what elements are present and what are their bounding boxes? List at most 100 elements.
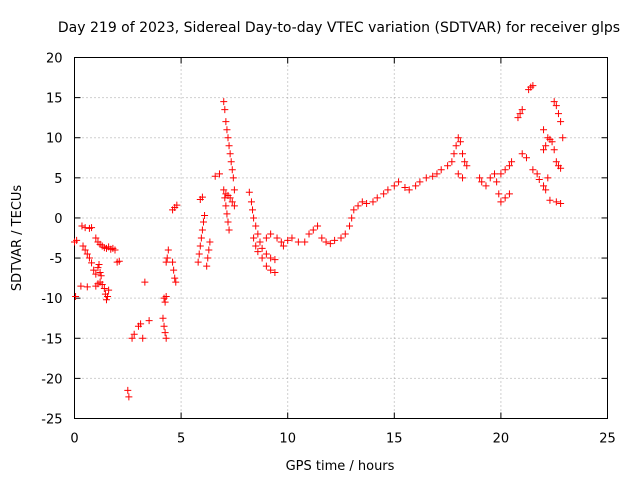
data-point <box>267 266 275 274</box>
data-point <box>83 283 91 291</box>
data-point <box>505 162 513 170</box>
data-point <box>559 134 567 142</box>
data-point <box>73 236 81 244</box>
data-point <box>77 282 85 290</box>
data-point <box>88 259 96 267</box>
data-point <box>552 198 560 206</box>
data-point <box>552 102 560 110</box>
data-point <box>267 230 275 238</box>
data-point <box>226 150 234 158</box>
data-point <box>220 186 228 194</box>
data-point <box>395 178 403 186</box>
data-point <box>540 182 548 190</box>
data-point <box>326 240 334 248</box>
data-point <box>92 234 100 242</box>
data-point <box>262 262 270 270</box>
data-point <box>250 234 258 242</box>
data-point <box>124 386 132 394</box>
data-point <box>535 175 543 183</box>
data-point <box>215 170 223 178</box>
data-point <box>542 186 550 194</box>
data-point <box>230 202 238 210</box>
data-point <box>482 182 490 190</box>
data-point <box>501 194 509 202</box>
data-point <box>145 317 153 325</box>
data-point <box>170 266 178 274</box>
data-point <box>433 170 441 178</box>
data-point <box>540 146 548 154</box>
data-point <box>478 178 486 186</box>
data-point <box>452 142 460 150</box>
data-point <box>130 330 138 338</box>
data-point <box>358 198 366 206</box>
x-tick-label: 10 <box>279 432 296 447</box>
data-point <box>497 198 505 206</box>
data-point <box>546 196 554 204</box>
data-point <box>277 238 285 246</box>
data-point <box>262 234 270 242</box>
data-point <box>262 250 270 258</box>
data-point <box>557 200 565 208</box>
data-point <box>448 158 456 166</box>
data-point <box>405 186 413 194</box>
data-point <box>81 246 89 254</box>
data-point <box>229 174 237 182</box>
data-point <box>225 142 233 150</box>
data-point <box>380 190 388 198</box>
data-point <box>95 260 103 268</box>
x-tick-label: 20 <box>493 432 510 447</box>
chart-title: Day 219 of 2023, Sidereal Day-to-day VTE… <box>58 20 620 36</box>
data-point <box>252 222 260 230</box>
data-point <box>522 154 530 162</box>
data-point <box>456 138 464 146</box>
data-point <box>72 293 80 301</box>
y-tick-label: 10 <box>46 132 63 147</box>
data-point <box>194 258 202 266</box>
data-point <box>454 170 462 178</box>
data-point <box>273 234 281 242</box>
data-point <box>111 246 119 254</box>
data-point <box>172 278 180 286</box>
data-point <box>554 110 562 118</box>
data-point <box>401 183 409 191</box>
data-point <box>550 98 558 106</box>
data-point <box>337 234 345 242</box>
data-point <box>548 138 556 146</box>
data-point <box>348 214 356 222</box>
data-point <box>83 250 91 258</box>
data-point <box>128 334 136 342</box>
data-point <box>226 194 234 202</box>
data-point <box>96 268 104 276</box>
x-tick-label: 0 <box>70 432 78 447</box>
data-point <box>81 224 89 232</box>
data-point <box>159 314 167 322</box>
data-point <box>92 270 100 278</box>
data-point <box>250 214 258 222</box>
data-point <box>139 334 147 342</box>
data-point <box>141 278 149 286</box>
data-point <box>529 166 537 174</box>
data-point <box>164 246 172 254</box>
data-point <box>550 146 558 154</box>
data-point <box>199 218 207 226</box>
data-point <box>198 193 206 201</box>
data-point <box>373 194 381 202</box>
data-point <box>501 166 509 174</box>
data-point <box>461 158 469 166</box>
data-point <box>249 206 257 214</box>
data-point <box>516 110 524 118</box>
data-point <box>105 286 113 294</box>
data-point <box>125 393 133 401</box>
data-point <box>557 118 565 126</box>
data-point <box>228 166 236 174</box>
data-point <box>495 190 503 198</box>
data-point <box>341 230 349 238</box>
data-point <box>104 293 112 301</box>
data-point <box>552 158 560 166</box>
data-point <box>94 264 102 272</box>
y-tick-label: -20 <box>41 372 62 387</box>
data-point <box>314 222 322 230</box>
data-point <box>493 178 501 186</box>
data-point <box>350 206 358 214</box>
